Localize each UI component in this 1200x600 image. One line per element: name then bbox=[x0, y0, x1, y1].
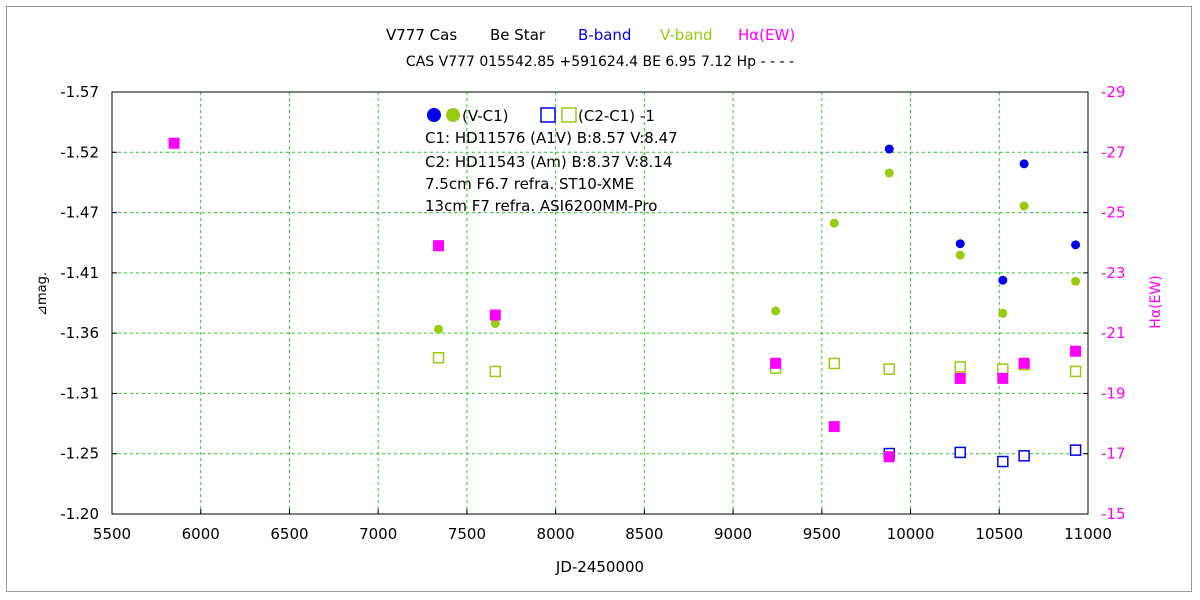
title-halpha: Hα(EW) bbox=[738, 26, 795, 44]
data-point-open-square bbox=[1069, 365, 1082, 378]
x-tick-label: 10000 bbox=[887, 525, 935, 543]
data-point-circle bbox=[1019, 159, 1029, 169]
legend-v-square bbox=[561, 107, 577, 123]
data-point-open-square bbox=[1069, 444, 1082, 456]
chart-subtitle: CAS V777 015542.85 +591624.4 BE 6.95 7.1… bbox=[406, 54, 794, 70]
y2-axis-label: Hα(EW) bbox=[1148, 275, 1164, 328]
plot-area bbox=[111, 91, 1089, 515]
data-point-halpha bbox=[1018, 357, 1030, 369]
y-tick-label: -1.47 bbox=[60, 204, 99, 222]
y2-tick-label: -23 bbox=[1101, 264, 1126, 282]
x-tick-label: 11000 bbox=[1064, 525, 1112, 543]
legend-b-circle bbox=[427, 108, 441, 122]
x-tick-label: 5500 bbox=[93, 525, 131, 543]
y-tick-label: -1.57 bbox=[60, 83, 99, 101]
data-point-circle bbox=[998, 308, 1008, 318]
y-axis-label: ⊿mag. bbox=[35, 272, 50, 316]
x-tick-label: 8000 bbox=[537, 525, 575, 543]
x-tick-label: 10500 bbox=[975, 525, 1023, 543]
y2-tick-label: -19 bbox=[1101, 384, 1126, 402]
data-point-halpha bbox=[489, 309, 501, 321]
data-point-circle bbox=[955, 250, 965, 260]
data-point-circle bbox=[998, 275, 1008, 285]
data-point-halpha bbox=[828, 421, 840, 433]
legend-v-circle bbox=[446, 108, 460, 122]
x-tick-label: 7000 bbox=[359, 525, 397, 543]
tick-labels: 5500 6000 6500 7000 7500 8000 8500 9000 9500 1000… bbox=[60, 83, 1125, 543]
data-point-open-square bbox=[954, 446, 966, 459]
data-point-halpha bbox=[433, 240, 445, 252]
y-tick-label: -1.52 bbox=[60, 143, 99, 161]
data-point-open-square bbox=[883, 363, 896, 375]
x-axis-label: JD-2450000 bbox=[555, 558, 644, 576]
data-point-open-square bbox=[954, 361, 966, 373]
legend-scope2: 13cm F7 refra. ASI6200MM-Pro bbox=[425, 197, 657, 215]
y-tick-label: -1.36 bbox=[60, 324, 99, 342]
data-point-circle bbox=[1019, 201, 1029, 211]
data-point-halpha bbox=[1070, 345, 1082, 357]
title-v-band: V-band bbox=[660, 26, 713, 44]
x-tick-label: 6500 bbox=[270, 525, 308, 543]
data-marks bbox=[168, 137, 1082, 468]
y2-tick-label: -25 bbox=[1101, 204, 1126, 222]
data-point-circle bbox=[955, 239, 965, 249]
legend-scope1: 7.5cm F6.7 refra. ST10-XME bbox=[425, 175, 634, 193]
legend-b-square bbox=[540, 107, 556, 123]
data-point-circle bbox=[1071, 240, 1081, 250]
y2-tick-label: -17 bbox=[1101, 445, 1126, 463]
data-point-open-square bbox=[997, 363, 1009, 375]
legend-vc1-label: (V-C1) bbox=[462, 107, 509, 125]
data-point-circle bbox=[434, 324, 444, 334]
y2-tick-label: -21 bbox=[1101, 324, 1126, 342]
data-point-open-square bbox=[432, 351, 445, 364]
x-tick-label: 9000 bbox=[714, 525, 752, 543]
data-point-open-square bbox=[1018, 450, 1030, 462]
title-kind: Be Star bbox=[490, 26, 546, 44]
legend: (V-C1) (C2-C1) -1 C1: HD11576 (A1V) B:8.… bbox=[425, 107, 678, 215]
title-object: V777 Cas bbox=[386, 26, 457, 44]
axes bbox=[111, 91, 1089, 515]
chart-frame bbox=[6, 6, 1192, 592]
data-point-circle bbox=[884, 168, 894, 178]
data-point-open-square bbox=[489, 365, 502, 378]
y-tick-label: -1.41 bbox=[60, 264, 99, 282]
data-point-circle bbox=[1071, 276, 1081, 286]
x-tick-label: 7500 bbox=[448, 525, 486, 543]
data-point-circle bbox=[829, 218, 839, 228]
chart-title: V777 Cas Be Star B-band V-band Hα(EW) bbox=[386, 26, 795, 44]
x-tick-label: 8500 bbox=[625, 525, 663, 543]
y2-tick-label: -29 bbox=[1101, 83, 1126, 101]
y-tick-label: -1.31 bbox=[60, 384, 99, 402]
title-b-band: B-band bbox=[578, 26, 631, 44]
data-point-open-square bbox=[828, 357, 840, 370]
data-point-circle bbox=[884, 144, 894, 154]
y2-tick-label: -15 bbox=[1101, 505, 1126, 523]
grid bbox=[112, 92, 1088, 514]
x-tick-label: 6000 bbox=[182, 525, 220, 543]
data-point-halpha bbox=[997, 372, 1009, 384]
data-point-circle bbox=[771, 306, 781, 316]
legend-c2c1-label: (C2-C1) -1 bbox=[578, 107, 655, 125]
y2-tick-label: -27 bbox=[1101, 143, 1126, 161]
data-point-halpha bbox=[168, 137, 180, 149]
legend-c1: C1: HD11576 (A1V) B:8.57 V:8.47 bbox=[425, 129, 678, 147]
y-tick-label: -1.20 bbox=[60, 505, 99, 523]
legend-c2: C2: HD11543 (Am) B:8.37 V:8.14 bbox=[425, 153, 673, 171]
data-point-halpha bbox=[883, 451, 895, 463]
data-point-halpha bbox=[954, 372, 966, 384]
data-point-circle bbox=[490, 319, 500, 329]
y-tick-label: -1.25 bbox=[60, 445, 99, 463]
x-tick-label: 9500 bbox=[803, 525, 841, 543]
data-point-halpha bbox=[770, 357, 782, 369]
data-point-open-square bbox=[997, 455, 1009, 468]
